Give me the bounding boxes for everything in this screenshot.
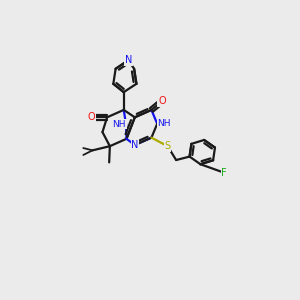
Text: O: O: [158, 96, 166, 106]
Text: O: O: [88, 112, 95, 122]
Text: N: N: [131, 140, 139, 150]
Text: N: N: [125, 55, 132, 65]
Text: F: F: [221, 168, 227, 178]
Text: S: S: [164, 141, 171, 151]
Text: NH: NH: [157, 119, 171, 128]
Text: NH: NH: [112, 120, 126, 129]
